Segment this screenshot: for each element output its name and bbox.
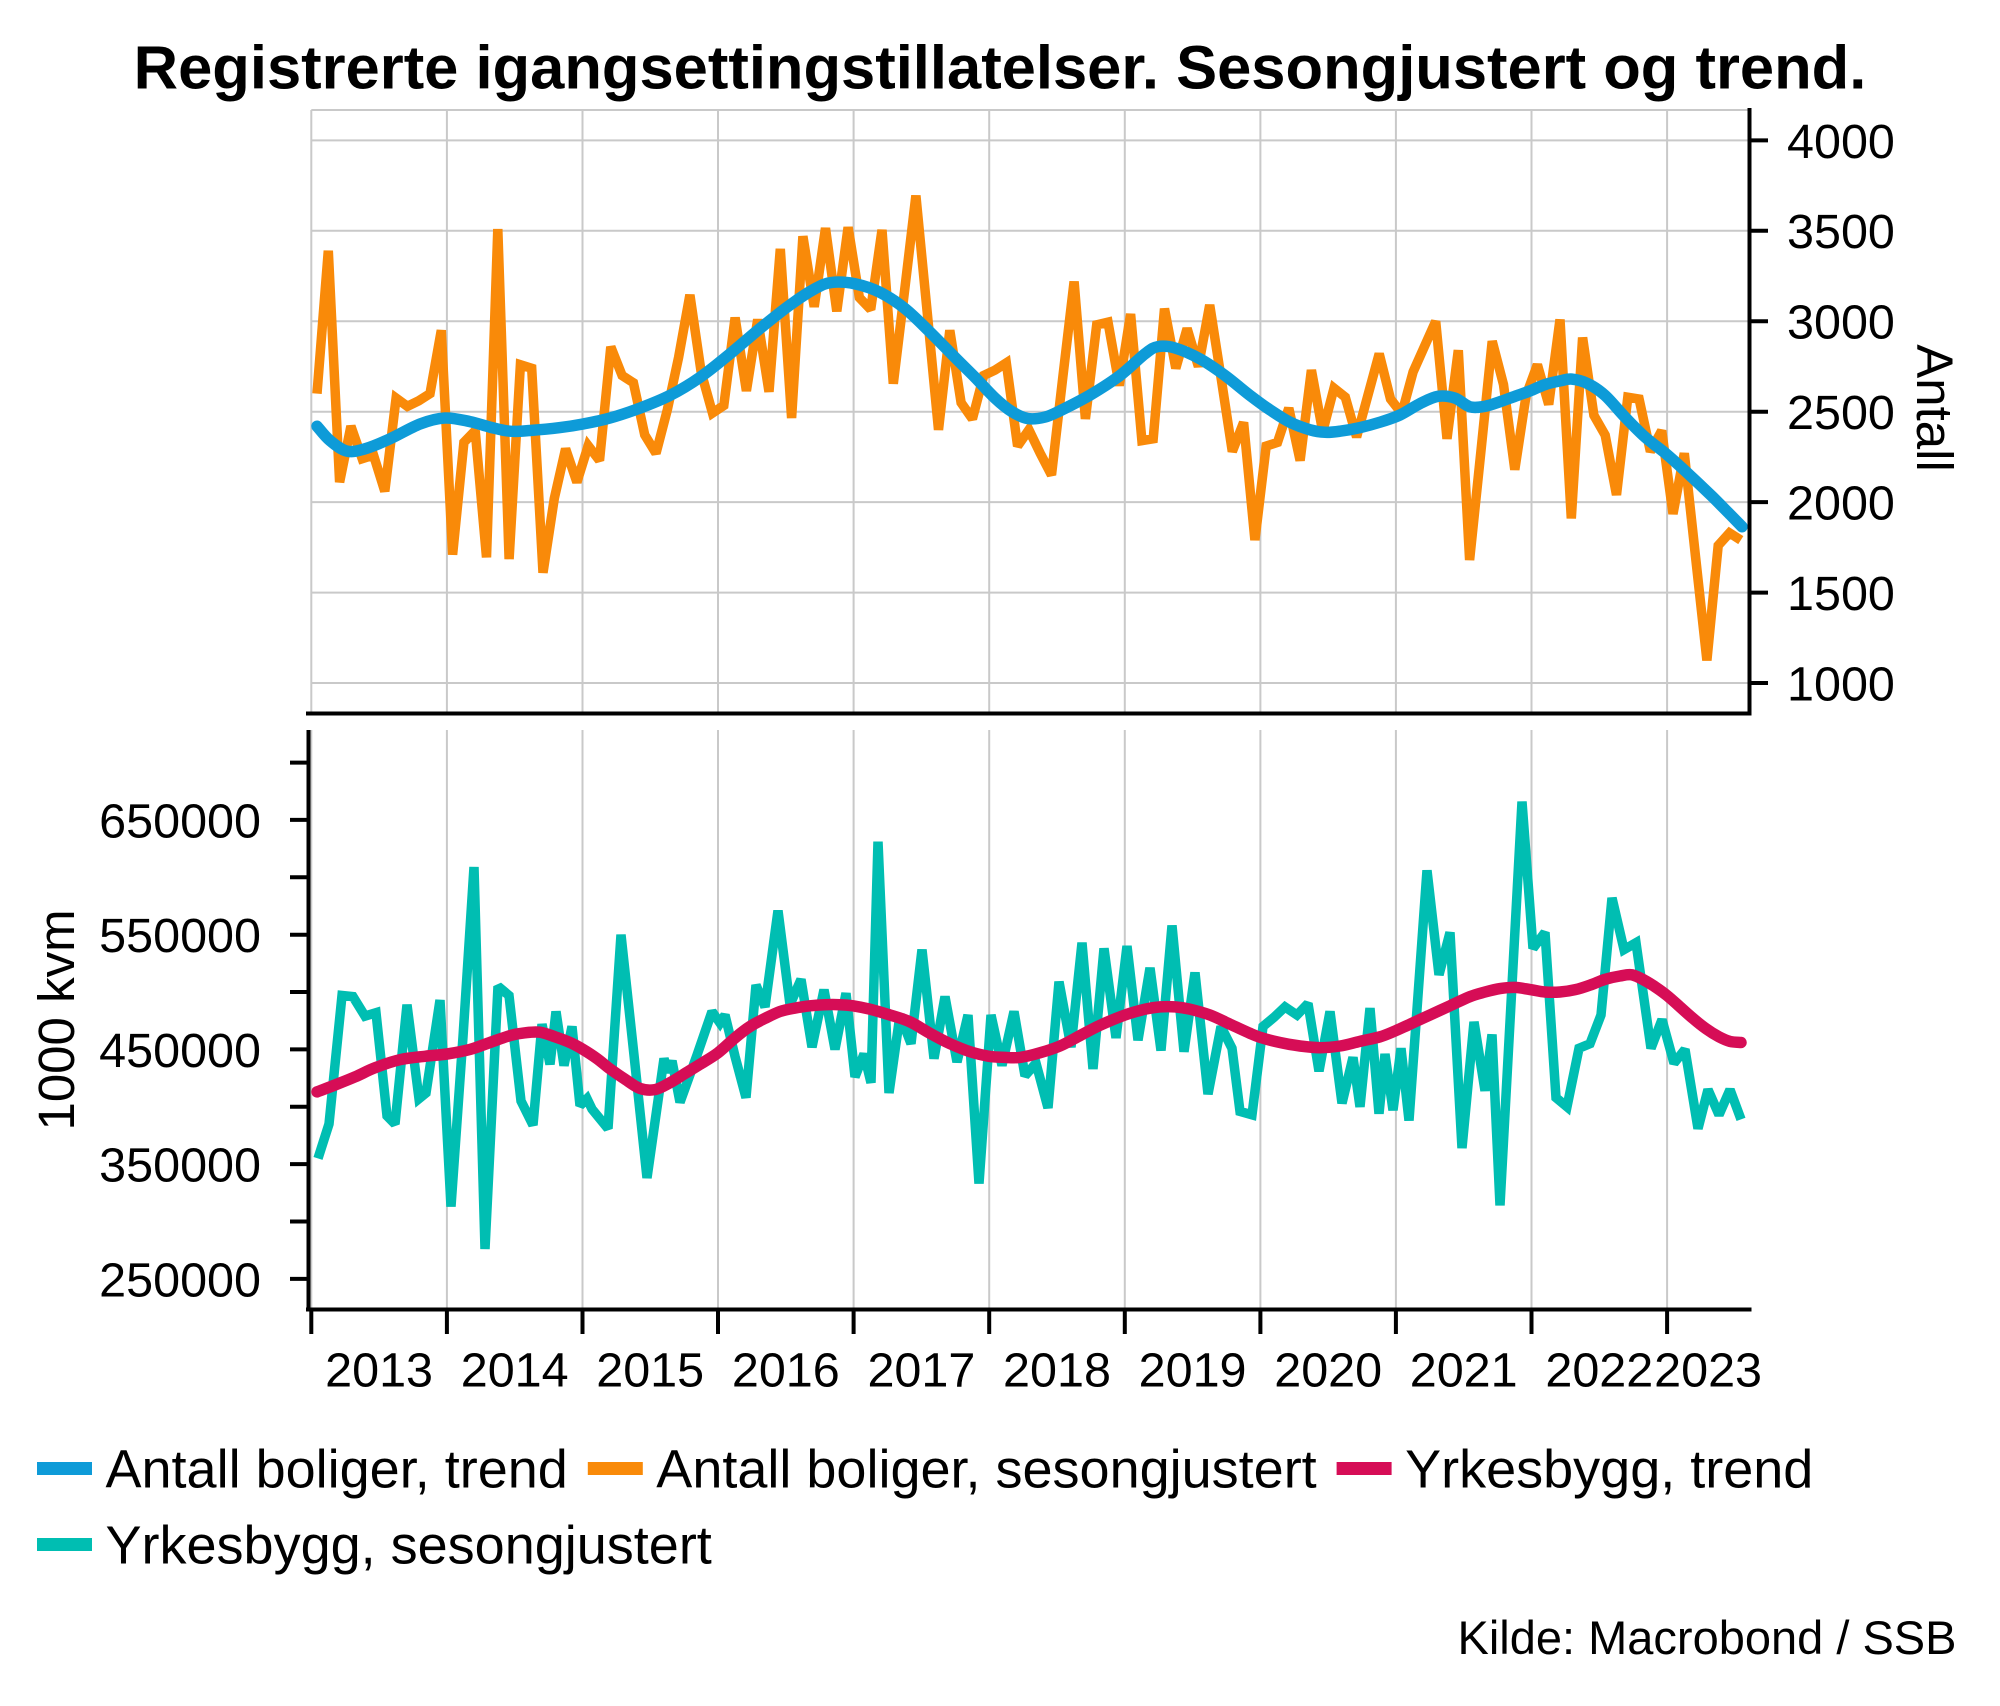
svg-text:Antall: Antall xyxy=(1906,344,1963,472)
svg-text:4000: 4000 xyxy=(1787,115,1895,169)
svg-text:2018: 2018 xyxy=(1003,1344,1111,1398)
svg-text:2013: 2013 xyxy=(325,1344,433,1398)
svg-text:Yrkesbygg, sesongjustert: Yrkesbygg, sesongjustert xyxy=(106,1516,712,1576)
svg-text:2022: 2022 xyxy=(1545,1344,1653,1398)
svg-text:2019: 2019 xyxy=(1139,1344,1247,1398)
svg-text:1500: 1500 xyxy=(1787,567,1895,621)
svg-text:550000: 550000 xyxy=(99,909,261,963)
svg-text:2000: 2000 xyxy=(1787,477,1895,531)
svg-text:Antall boliger, trend: Antall boliger, trend xyxy=(106,1440,568,1500)
svg-text:Kilde: Macrobond / SSB: Kilde: Macrobond / SSB xyxy=(1458,1611,1957,1664)
svg-text:Registrerte igangsettingstilla: Registrerte igangsettingstillatelser. Se… xyxy=(134,34,1867,103)
svg-text:650000: 650000 xyxy=(99,794,261,848)
svg-text:250000: 250000 xyxy=(99,1253,261,1307)
svg-text:2500: 2500 xyxy=(1787,386,1895,440)
svg-text:450000: 450000 xyxy=(99,1024,261,1078)
svg-text:2016: 2016 xyxy=(732,1344,840,1398)
svg-text:2017: 2017 xyxy=(867,1344,975,1398)
svg-text:2015: 2015 xyxy=(596,1344,704,1398)
svg-text:2021: 2021 xyxy=(1410,1344,1518,1398)
svg-text:1000: 1000 xyxy=(1787,657,1895,711)
svg-text:Antall boliger, sesongjustert: Antall boliger, sesongjustert xyxy=(656,1440,1316,1500)
svg-text:Yrkesbygg, trend: Yrkesbygg, trend xyxy=(1405,1440,1813,1500)
svg-text:350000: 350000 xyxy=(99,1139,261,1193)
svg-text:2023: 2023 xyxy=(1654,1344,1762,1398)
svg-text:3000: 3000 xyxy=(1787,296,1895,350)
svg-text:2020: 2020 xyxy=(1274,1344,1382,1398)
svg-text:3500: 3500 xyxy=(1787,205,1895,259)
svg-text:1000 kvm: 1000 kvm xyxy=(28,909,85,1130)
svg-text:2014: 2014 xyxy=(461,1344,569,1398)
